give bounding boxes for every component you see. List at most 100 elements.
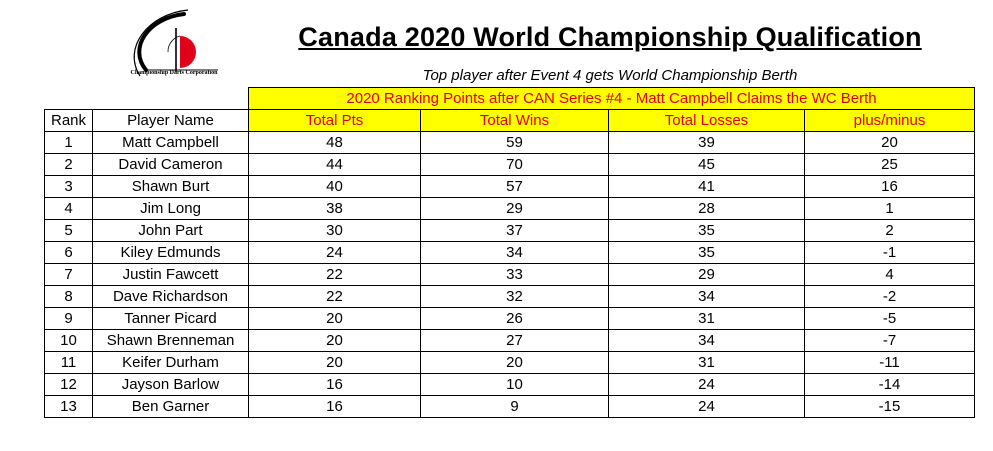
cell-plus-minus: 4 xyxy=(804,263,975,286)
cell-total-wins: 57 xyxy=(420,175,609,198)
cell-total-losses: 41 xyxy=(608,175,805,198)
cell-total-pts: 48 xyxy=(248,131,421,154)
cell-total-losses: 45 xyxy=(608,153,805,176)
cell-total-wins: 59 xyxy=(420,131,609,154)
header-total-pts: Total Pts xyxy=(248,109,421,132)
cell-total-pts: 30 xyxy=(248,219,421,242)
header-plus-minus: plus/minus xyxy=(804,109,975,132)
cell-player-name: Tanner Picard xyxy=(92,307,249,330)
table-row: 10 Shawn Brenneman 20 27 34 -7 xyxy=(44,329,975,352)
cell-rank: 12 xyxy=(44,373,93,396)
cell-plus-minus: -5 xyxy=(804,307,975,330)
championship-darts-logo xyxy=(133,9,218,77)
table-row: 13 Ben Garner 16 9 24 -15 xyxy=(44,395,975,418)
header-player-name: Player Name xyxy=(92,109,249,132)
logo-caption: Championship Darts Corporation xyxy=(130,70,218,76)
table-row: 5 John Part 30 37 35 2 xyxy=(44,219,975,242)
cell-plus-minus: 25 xyxy=(804,153,975,176)
cell-player-name: David Cameron xyxy=(92,153,249,176)
cell-total-losses: 39 xyxy=(608,131,805,154)
cell-total-losses: 35 xyxy=(608,241,805,264)
cell-player-name: Ben Garner xyxy=(92,395,249,418)
cell-rank: 8 xyxy=(44,285,93,308)
cell-rank: 10 xyxy=(44,329,93,352)
cell-plus-minus: -15 xyxy=(804,395,975,418)
table-row: 7 Justin Fawcett 22 33 29 4 xyxy=(44,263,975,286)
cell-player-name: Shawn Brenneman xyxy=(92,329,249,352)
cell-total-wins: 33 xyxy=(420,263,609,286)
cell-total-wins: 27 xyxy=(420,329,609,352)
table-row: 3 Shawn Burt 40 57 41 16 xyxy=(44,175,975,198)
cell-total-wins: 37 xyxy=(420,219,609,242)
cell-total-pts: 20 xyxy=(248,351,421,374)
cell-player-name: Keifer Durham xyxy=(92,351,249,374)
cell-total-wins: 29 xyxy=(420,197,609,220)
page-subtitle: Top player after Event 4 gets World Cham… xyxy=(422,67,798,84)
cell-total-pts: 24 xyxy=(248,241,421,264)
cell-total-pts: 20 xyxy=(248,307,421,330)
cell-player-name: Shawn Burt xyxy=(92,175,249,198)
cell-rank: 9 xyxy=(44,307,93,330)
cell-plus-minus: 20 xyxy=(804,131,975,154)
table-row: 11 Keifer Durham 20 20 31 -11 xyxy=(44,351,975,374)
cell-rank: 2 xyxy=(44,153,93,176)
page-title: Canada 2020 World Championship Qualifica… xyxy=(298,22,922,52)
cell-plus-minus: 2 xyxy=(804,219,975,242)
cell-plus-minus: 16 xyxy=(804,175,975,198)
cell-player-name: Jayson Barlow xyxy=(92,373,249,396)
ranking-table: 2020 Ranking Points after CAN Series #4 … xyxy=(44,87,975,418)
cell-plus-minus: 1 xyxy=(804,197,975,220)
cell-total-losses: 24 xyxy=(608,395,805,418)
cell-player-name: Matt Campbell xyxy=(92,131,249,154)
cell-total-pts: 38 xyxy=(248,197,421,220)
cell-player-name: Kiley Edmunds xyxy=(92,241,249,264)
cell-rank: 6 xyxy=(44,241,93,264)
cell-player-name: Jim Long xyxy=(92,197,249,220)
cell-plus-minus: -1 xyxy=(804,241,975,264)
cell-total-pts: 22 xyxy=(248,285,421,308)
cell-total-wins: 34 xyxy=(420,241,609,264)
cell-rank: 7 xyxy=(44,263,93,286)
cell-player-name: Dave Richardson xyxy=(92,285,249,308)
cell-plus-minus: -2 xyxy=(804,285,975,308)
cell-total-losses: 31 xyxy=(608,351,805,374)
cell-player-name: John Part xyxy=(92,219,249,242)
ranking-banner: 2020 Ranking Points after CAN Series #4 … xyxy=(248,87,975,110)
header-rank: Rank xyxy=(44,109,93,132)
cell-rank: 11 xyxy=(44,351,93,374)
table-row: 6 Kiley Edmunds 24 34 35 -1 xyxy=(44,241,975,264)
cell-plus-minus: -11 xyxy=(804,351,975,374)
cell-total-pts: 22 xyxy=(248,263,421,286)
cell-plus-minus: -7 xyxy=(804,329,975,352)
cell-total-wins: 70 xyxy=(420,153,609,176)
cell-total-losses: 34 xyxy=(608,285,805,308)
cell-total-losses: 28 xyxy=(608,197,805,220)
cell-total-wins: 20 xyxy=(420,351,609,374)
table-row: 1 Matt Campbell 48 59 39 20 xyxy=(44,131,975,154)
cell-total-wins: 32 xyxy=(420,285,609,308)
cell-rank: 4 xyxy=(44,197,93,220)
cell-total-pts: 40 xyxy=(248,175,421,198)
cell-total-losses: 31 xyxy=(608,307,805,330)
cell-rank: 3 xyxy=(44,175,93,198)
cell-total-pts: 16 xyxy=(248,395,421,418)
cell-total-pts: 16 xyxy=(248,373,421,396)
header-total-losses: Total Losses xyxy=(608,109,805,132)
cell-total-losses: 29 xyxy=(608,263,805,286)
cell-total-losses: 24 xyxy=(608,373,805,396)
cell-rank: 1 xyxy=(44,131,93,154)
cell-rank: 13 xyxy=(44,395,93,418)
cell-total-losses: 35 xyxy=(608,219,805,242)
cell-total-wins: 26 xyxy=(420,307,609,330)
table-row: 8 Dave Richardson 22 32 34 -2 xyxy=(44,285,975,308)
cell-total-wins: 9 xyxy=(420,395,609,418)
banner-row: 2020 Ranking Points after CAN Series #4 … xyxy=(44,87,975,110)
table-row: 2 David Cameron 44 70 45 25 xyxy=(44,153,975,176)
cell-rank: 5 xyxy=(44,219,93,242)
cell-player-name: Justin Fawcett xyxy=(92,263,249,286)
cell-total-pts: 20 xyxy=(248,329,421,352)
cell-total-losses: 34 xyxy=(608,329,805,352)
table-row: 4 Jim Long 38 29 28 1 xyxy=(44,197,975,220)
header-total-wins: Total Wins xyxy=(420,109,609,132)
cell-total-wins: 10 xyxy=(420,373,609,396)
